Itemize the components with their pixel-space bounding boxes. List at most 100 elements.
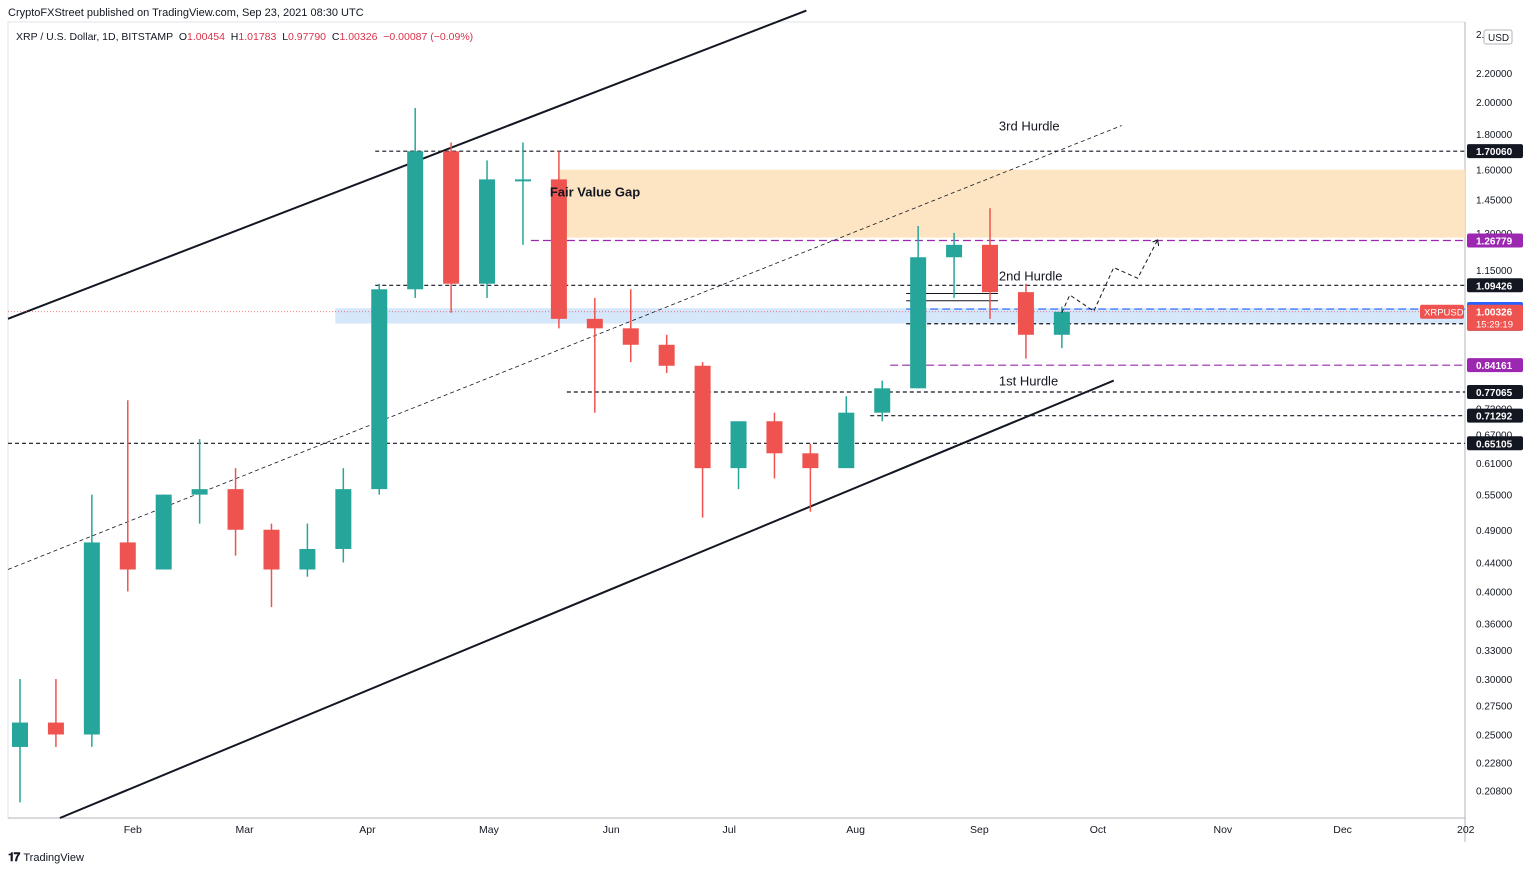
level-tag-text: 0.71292: [1476, 412, 1513, 423]
candle: [982, 208, 999, 319]
y-tick-label: 0.27500: [1476, 702, 1513, 713]
y-tick-label: 1.80000: [1476, 130, 1513, 141]
open-value: 1.00454: [186, 31, 225, 43]
candle-body: [12, 722, 28, 747]
x-tick-label: Feb: [124, 824, 142, 836]
candle: [586, 297, 603, 413]
candle: [335, 468, 352, 563]
candle: [479, 160, 496, 298]
candle-body: [155, 494, 172, 570]
high-value: 1.01783: [238, 31, 277, 43]
fair-value-gap-zone: [558, 169, 1465, 238]
close-value: 1.00326: [339, 31, 378, 43]
candle-body: [263, 529, 280, 570]
footer-brand-text: TradingView: [23, 851, 84, 864]
level-tag-text: 1.09426: [1476, 281, 1513, 292]
y-tick-label: 1.60000: [1476, 166, 1513, 177]
level-tag: [1467, 144, 1523, 159]
tradingview-logo-icon: 𝟏𝟕: [8, 850, 20, 864]
annotation-label: 1st Hurdle: [999, 374, 1058, 389]
support-zone-zone: [335, 308, 1465, 324]
symbol-tag-text: XRPUSD: [1424, 308, 1464, 319]
candle: [658, 334, 675, 374]
x-tick-label: Sep: [970, 824, 989, 836]
y-tick-label: 0.49000: [1476, 526, 1513, 537]
y-tick-label: 0.44000: [1476, 559, 1513, 570]
candle-body: [227, 489, 244, 530]
y-tick-label: 2.00000: [1476, 98, 1513, 109]
level-tag-text: 0.77065: [1476, 388, 1513, 399]
level-tag-text: 1.26779: [1476, 237, 1513, 248]
candle-body: [119, 542, 136, 570]
candle-body: [730, 421, 747, 469]
level-tag: [1467, 358, 1523, 373]
change-value: −0.00087 (−0.09%): [383, 31, 474, 43]
candle-body: [407, 151, 424, 290]
level-tag: [1467, 436, 1523, 451]
symbol-legend: XRP / U.S. Dollar, 1D, BITSTAMP O1.00454…: [16, 31, 473, 43]
candle: [119, 400, 136, 592]
candle: [155, 494, 172, 570]
x-tick-label: Oct: [1090, 824, 1106, 836]
candle-body: [299, 548, 316, 570]
annotation-label: 2nd Hurdle: [999, 269, 1063, 284]
candle-body: [802, 453, 819, 469]
x-tick-label: Jul: [723, 824, 736, 836]
candle-body: [47, 722, 64, 735]
candle: [12, 679, 28, 803]
y-tick-label: 0.25000: [1476, 731, 1513, 742]
y-tick-label: 0.36000: [1476, 620, 1513, 631]
candle: [443, 142, 460, 313]
currency-label: USD: [1488, 33, 1509, 44]
x-tick-label: Dec: [1333, 824, 1352, 836]
candle: [47, 679, 64, 747]
candle: [1053, 306, 1070, 349]
footer-brand[interactable]: 𝟏𝟕 TradingView: [8, 850, 84, 865]
candle-body: [622, 328, 639, 345]
plot-frame: [7, 21, 1466, 819]
candle-body: [982, 244, 999, 293]
candle: [514, 142, 531, 245]
candle-body: [874, 388, 891, 413]
annotation-label: Fair Value Gap: [550, 184, 640, 199]
candle-body: [910, 257, 927, 389]
y-tick-label: 1.45000: [1476, 196, 1513, 207]
y-tick-label: 0.20800: [1476, 786, 1513, 797]
candle: [910, 225, 927, 389]
candle-body: [479, 179, 496, 284]
high-label: H: [230, 31, 239, 43]
candle-body: [1053, 311, 1070, 335]
candle-body: [443, 151, 460, 284]
candle: [1017, 283, 1034, 359]
currency-box: [1483, 29, 1513, 45]
candle: [766, 412, 783, 479]
open-label: O: [178, 31, 187, 43]
candle: [946, 232, 963, 298]
symbol-tag: [1420, 304, 1464, 319]
level-tag-text: 0.65105: [1476, 439, 1513, 450]
publisher-line: CryptoFXStreet published on TradingView.…: [8, 7, 364, 19]
candle: [874, 380, 891, 422]
level-tag-text: 0.84161: [1476, 361, 1513, 372]
low-value: 0.97790: [288, 31, 327, 43]
y-tick-label: 0.55000: [1476, 491, 1513, 502]
y-tick-label: 1.15000: [1476, 266, 1513, 277]
candle-body: [83, 542, 100, 735]
candle-body: [838, 412, 855, 469]
candle: [622, 289, 639, 363]
candle: [299, 523, 316, 577]
y-tick-label: 2.20000: [1476, 69, 1513, 80]
candle: [730, 421, 747, 490]
projection-arrow-icon: [1152, 239, 1160, 247]
x-tick-label: Jun: [603, 824, 620, 836]
x-tick-label: Mar: [236, 824, 255, 836]
candle-body: [1017, 292, 1034, 335]
x-tick-label: Apr: [359, 824, 376, 836]
candle: [263, 523, 280, 608]
y-tick-label: 0.30000: [1476, 675, 1513, 686]
candle-body: [586, 318, 603, 329]
candle-body: [335, 489, 352, 549]
countdown-text: 15:29:19: [1476, 320, 1513, 331]
annotation-label: 3rd Hurdle: [999, 119, 1060, 134]
